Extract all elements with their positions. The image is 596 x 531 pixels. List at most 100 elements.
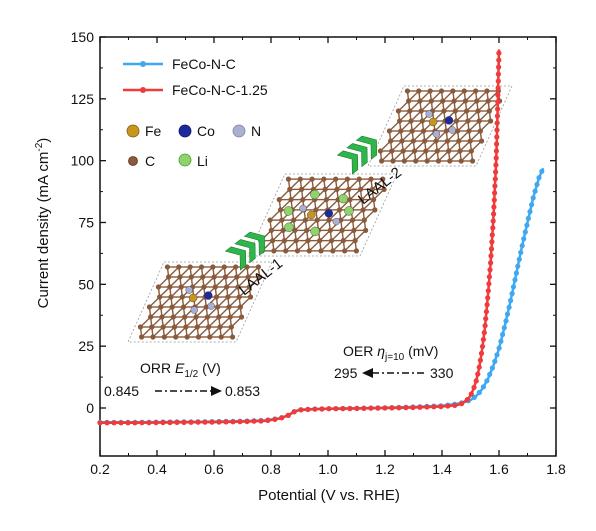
carbon-atom <box>475 108 481 114</box>
carbon-atom <box>407 108 413 114</box>
carbon-atom <box>467 138 473 144</box>
carbon-atom <box>352 238 358 244</box>
carbon-atom <box>288 197 294 203</box>
series-0-marker <box>498 338 504 344</box>
series-1-marker <box>97 420 103 426</box>
carbon-atom <box>356 176 362 182</box>
legend-marker-fecon-c <box>140 61 146 67</box>
carbon-atom <box>336 207 343 213</box>
carbon-atom <box>227 314 233 320</box>
carbon-atom <box>398 128 404 134</box>
carbon-atom <box>450 88 456 94</box>
x-tick-label: 1.8 <box>546 461 566 477</box>
carbon-atom <box>268 227 274 233</box>
carbon-atom <box>217 324 223 330</box>
series-1-marker <box>464 397 470 403</box>
series-0-marker <box>509 291 515 297</box>
carbon-atom <box>361 217 367 223</box>
carbon-atom <box>179 294 185 300</box>
legend-label-fecon-c: FeCo-N-C <box>172 56 236 72</box>
series-layer <box>97 49 545 426</box>
molecule-laal-1 <box>247 173 398 257</box>
carbon-atom <box>206 324 212 330</box>
series-1-marker <box>477 357 483 363</box>
carbon-atom <box>417 98 423 104</box>
y-tick-label: 50 <box>78 276 94 292</box>
series-1-marker <box>354 405 360 412</box>
series-1-marker <box>223 419 229 425</box>
series-1-marker <box>146 420 152 426</box>
series-0-marker <box>494 352 500 358</box>
carbon-atom <box>184 334 190 340</box>
carbon-atom <box>271 248 277 254</box>
series-1-marker <box>485 295 491 301</box>
dopant-atom <box>310 226 320 237</box>
dopant-atom <box>307 210 316 220</box>
series-1-marker <box>104 420 110 426</box>
chevron-icon <box>243 231 266 256</box>
axes: 0.2 0.4 0.6 0.8 1.0 1.2 1.4 1.6 1.8 0 25 50 75 100 125… <box>71 29 566 477</box>
carbon-atom <box>195 334 202 340</box>
molecule-initial <box>127 261 273 343</box>
carbon-atom <box>238 314 245 320</box>
carbon-atom <box>462 98 469 104</box>
carbon-atom <box>323 197 330 203</box>
carbon-atom <box>221 264 227 270</box>
series-0-marker <box>503 318 509 324</box>
cell-outline <box>367 85 513 167</box>
carbon-atom <box>187 264 193 270</box>
carbon-atom <box>216 314 222 320</box>
carbon-atom <box>409 128 415 134</box>
orr-to-value: 0.853 <box>225 383 260 399</box>
carbon-atom <box>468 148 474 154</box>
carbon-atom <box>399 138 405 144</box>
series-0-marker <box>521 236 527 242</box>
series-1-marker <box>481 330 487 336</box>
series-1-marker <box>431 404 437 410</box>
carbon-atom <box>287 186 293 192</box>
carbon-atom <box>342 248 348 254</box>
series-1-marker <box>494 141 500 147</box>
carbon-atom <box>182 314 188 320</box>
carbon-atom <box>478 138 485 144</box>
chevron-icon <box>346 143 368 168</box>
carbon-atom <box>150 334 156 340</box>
y-tick-label: 100 <box>71 153 95 169</box>
dopant-atom <box>324 209 333 218</box>
series-1-marker <box>493 155 499 161</box>
series-1-marker <box>486 274 492 280</box>
dopant-atom <box>284 222 294 233</box>
series-1-marker <box>333 406 339 412</box>
carbon-atom <box>388 138 394 144</box>
chevron-icon <box>234 239 256 264</box>
carbon-atom <box>420 128 427 134</box>
step-label-2: LAAL-2 <box>355 164 405 208</box>
carbon-atom <box>330 248 336 254</box>
series-1-marker <box>475 371 481 377</box>
carbon-atom <box>477 128 483 134</box>
carbon-atom <box>413 158 419 164</box>
carbon-atom <box>211 274 217 280</box>
atom-legend: Fe Co N C Li <box>126 123 261 169</box>
series-1-marker <box>417 404 423 410</box>
atom-legend-c-label: C <box>145 153 155 169</box>
oer-arrow-head-icon <box>362 368 373 378</box>
series-1-marker <box>492 190 498 196</box>
series-0-marker <box>516 256 522 262</box>
carbon-atom <box>167 284 173 290</box>
series-1-marker <box>251 418 257 424</box>
carbon-atom <box>434 148 440 154</box>
carbon-atom <box>334 186 340 192</box>
series-0-marker <box>501 325 507 331</box>
dopant-atom <box>204 291 213 300</box>
series-1-marker <box>488 246 495 252</box>
carbon-atom <box>233 264 239 270</box>
series-1-marker <box>495 71 501 77</box>
series-1-marker <box>491 211 497 217</box>
oer-from-value: 330 <box>430 365 454 381</box>
series-1-marker <box>490 218 496 224</box>
y-tick-label: 125 <box>71 91 95 107</box>
carbon-atom <box>440 98 446 104</box>
series-1-marker <box>478 350 485 356</box>
